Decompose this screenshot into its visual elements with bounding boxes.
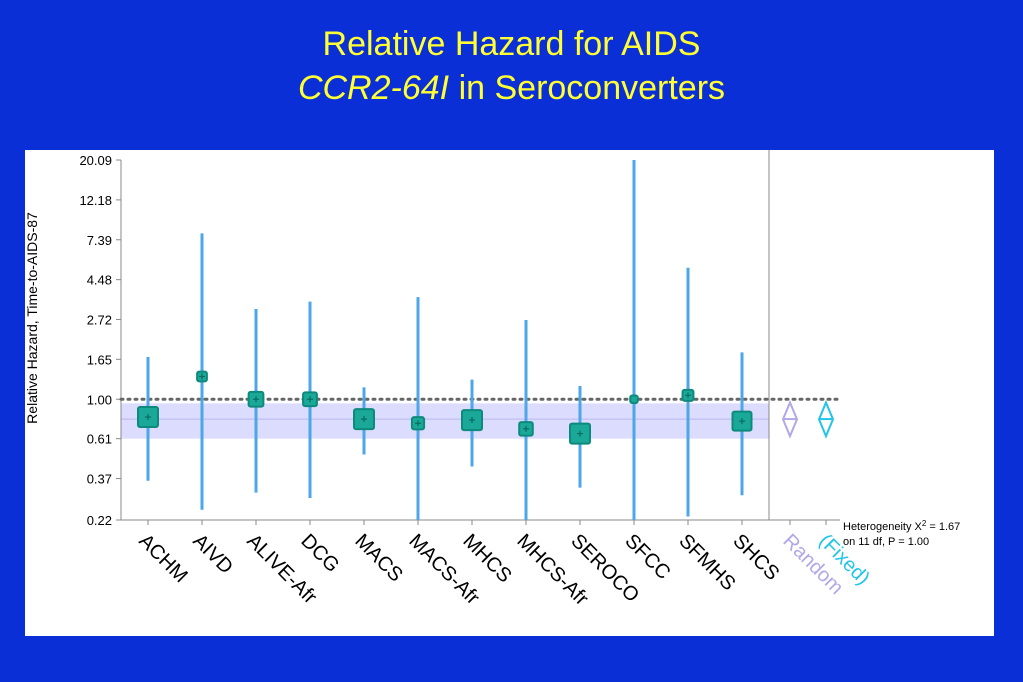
x-tick-label: SFMHS <box>674 530 739 595</box>
y-tick-label: 2.72 <box>87 312 112 327</box>
chart-panel: 20.09 12.18 7.39 4.48 2.72 1.65 1.00 0.61 0.37 0.… <box>25 150 994 636</box>
heterogeneity-line-2: on 11 df, P = 1.00 <box>843 536 929 548</box>
y-tick-label: 0.22 <box>87 513 112 528</box>
summary-diamond <box>781 399 799 439</box>
y-tick-label: 0.37 <box>87 472 112 487</box>
y-tick-label: 20.09 <box>79 153 112 168</box>
estimate-box <box>629 394 639 405</box>
title-line-2: CCR2-64I in Seroconverters <box>0 66 1023 110</box>
y-axis-label: Relative Hazard, Time-to-AIDS-87 <box>25 212 40 424</box>
y-tick-label: 1.65 <box>87 352 112 367</box>
x-tick-label: ACHM <box>134 530 191 587</box>
y-tick-label: 4.48 <box>87 273 112 288</box>
y-tick-label: 7.39 <box>87 233 112 248</box>
pooled-band-layer <box>121 403 769 439</box>
x-tick-label: AIVD <box>188 530 237 579</box>
summary-diamond <box>817 399 835 439</box>
studies-layer <box>137 160 753 520</box>
heterogeneity-line-1: Heterogeneity X2 = 1.67 <box>843 519 960 534</box>
pooled-band <box>121 403 769 439</box>
summary-layer <box>781 399 835 439</box>
chart-title: Relative Hazard for AIDS CCR2-64I in Ser… <box>0 22 1023 110</box>
y-tick-label: 12.18 <box>79 193 112 208</box>
gene-name: CCR2-64I <box>297 69 450 107</box>
y-tick-label: 0.61 <box>87 432 112 447</box>
x-tick-label: MACS <box>350 530 406 586</box>
axes-layer: 20.09 12.18 7.39 4.48 2.72 1.65 1.00 0.61 0.37 0.… <box>79 150 840 528</box>
forest-plot: 20.09 12.18 7.39 4.48 2.72 1.65 1.00 0.61 0.37 0.… <box>25 150 960 610</box>
y-tick-label: 1.00 <box>87 392 112 407</box>
x-tick-label: DCG <box>296 530 343 577</box>
title-line-1: Relative Hazard for AIDS <box>322 25 701 63</box>
title-line-2-rest: in Seroconverters <box>449 69 726 107</box>
